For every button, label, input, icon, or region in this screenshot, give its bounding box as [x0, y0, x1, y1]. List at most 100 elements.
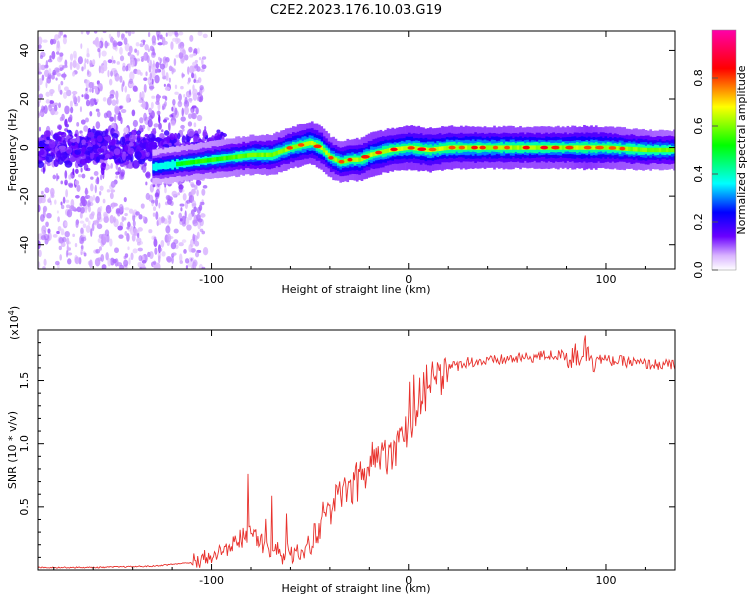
- spectrogram-noise-point: [148, 115, 153, 121]
- spectrogram-noise-point: [54, 34, 60, 41]
- snr-y-tick-label: 0.5: [18, 498, 31, 516]
- spectrogram-noise-point: [144, 172, 151, 178]
- spectrogram-noise-point: [189, 99, 192, 104]
- spectrogram-noise-point: [76, 135, 80, 144]
- spectrogram-noise-point: [135, 211, 140, 216]
- spectrogram-noise-point: [73, 157, 78, 161]
- spectrogram-noise-point: [170, 120, 176, 127]
- spectrogram-noise-point: [40, 64, 46, 71]
- spectrogram-noise-point: [111, 99, 117, 106]
- spectrogram-noise-point: [201, 64, 207, 70]
- spectrogram-noise-point: [132, 220, 136, 227]
- spectrogram-core-cell: [469, 145, 473, 150]
- spectrogram-core-cell: [625, 146, 629, 151]
- spectrogram-noise-point: [83, 62, 87, 70]
- spectrogram-core-cell: [308, 140, 312, 146]
- spectrogram-noise-point: [90, 228, 93, 237]
- spectrogram-noise-point: [56, 210, 59, 214]
- spectrogram-noise-point: [200, 68, 205, 73]
- spectrogram-core-cell: [670, 147, 674, 153]
- colorbar-ticks: 0.0 0.2 0.4 0.6 0.8: [692, 69, 718, 279]
- spectrogram-noise-point: [75, 221, 79, 228]
- spectrogram-noise-point: [106, 110, 112, 118]
- spectrogram-core-cell: [336, 158, 340, 163]
- spectrogram-noise-point: [80, 227, 84, 234]
- spectrogram-core-cell: [265, 152, 269, 158]
- spectrogram-noise-point: [142, 39, 145, 46]
- spectrogram-core-cell: [514, 145, 518, 150]
- spectrogram-noise-point: [164, 101, 167, 107]
- spectrogram-noise-point: [165, 225, 171, 234]
- spectrogram-noise-point: [74, 242, 78, 248]
- spectrogram-core-cell: [256, 152, 260, 158]
- spectrogram-core-cell: [490, 145, 494, 150]
- spectrogram-noise-point: [123, 197, 127, 203]
- spectrogram-core-cell: [658, 147, 662, 153]
- spectrogram-noise-point: [102, 234, 108, 244]
- spectrogram-noise-point: [159, 247, 163, 252]
- spectrogram-noise-point: [158, 56, 161, 61]
- spectrogram-noise-point: [156, 110, 161, 115]
- spectrogram-noise-point: [102, 31, 107, 34]
- spectrogram-noise-point: [73, 97, 77, 103]
- spectrogram-noise-point: [92, 59, 96, 66]
- spectrogram-noise-point: [45, 60, 48, 68]
- spectrogram-noise-point: [111, 67, 117, 73]
- spectrogram-peak: [375, 150, 383, 155]
- spectrogram-core-cell: [294, 144, 298, 149]
- spectrogram-noise-point: [90, 176, 94, 180]
- spectrogram-noise-point: [101, 50, 107, 57]
- spectrogram-noise-point: [74, 256, 80, 265]
- spectrogram-noise-point: [196, 114, 203, 122]
- spectrogram-noise-point: [163, 130, 170, 136]
- colorbar-label: Normalized spectral amplitude: [735, 65, 748, 234]
- spectrogram-noise-point: [124, 207, 130, 211]
- spectrogram-noise-point: [194, 59, 198, 64]
- spectrogram-noise-point: [153, 260, 157, 266]
- spectrogram-core-cell: [258, 152, 262, 158]
- spectrogram-noise-point: [179, 253, 183, 262]
- spectrogram-noise-point: [52, 174, 57, 180]
- spectrogram-noise-point: [97, 48, 101, 53]
- spectrogram-noise-point: [187, 66, 190, 75]
- spectrogram-noise-point: [191, 194, 195, 202]
- spectrogram-y-tick-label: 40: [18, 43, 31, 57]
- spectrogram-core-cell: [415, 146, 418, 151]
- spectrogram-noise-point: [45, 81, 48, 89]
- spectrogram-noise-point: [38, 261, 41, 269]
- spectrogram-core-cell: [509, 145, 513, 150]
- spectrogram-core-cell: [668, 147, 671, 153]
- spectrogram-noise-point: [65, 204, 71, 209]
- spectrogram-noise-point: [132, 213, 136, 222]
- spectrogram-noise-point: [125, 94, 130, 104]
- spectrogram-noise-point: [143, 77, 148, 81]
- spectrogram-noise-point: [60, 201, 63, 206]
- spectrogram-noise-point: [154, 247, 158, 255]
- spectrogram-band-cell: [171, 159, 174, 170]
- spectrogram-core-cell: [351, 157, 354, 162]
- spectrogram-noise-point: [74, 149, 82, 155]
- spectrogram-noise-point: [63, 86, 69, 92]
- spectrogram-core-cell: [535, 145, 539, 150]
- spectrogram-noise-point: [86, 69, 90, 75]
- spectrogram-noise-point: [195, 107, 199, 115]
- spectrogram-core-cell: [327, 152, 331, 158]
- spectrogram-noise-point: [115, 171, 120, 175]
- spectrogram-core-cell: [639, 147, 643, 152]
- spectrogram-band-cell: [157, 163, 160, 170]
- spectrogram-x-axis-label: Height of straight line (km): [281, 283, 430, 296]
- spectrogram-noise-point: [142, 215, 146, 221]
- spectrogram-core-cell: [646, 147, 650, 153]
- spectrogram-core-cell: [436, 146, 440, 152]
- spectrogram-noise-point: [130, 58, 136, 68]
- spectrogram-noise-point: [151, 78, 154, 85]
- spectrogram-noise-point: [192, 88, 198, 97]
- spectrogram-noise-point: [84, 194, 91, 199]
- spectrogram-noise-point: [72, 59, 77, 69]
- spectrogram-noise-point: [49, 92, 54, 97]
- spectrogram-noise-point: [178, 31, 184, 36]
- spectrogram-core-cell: [277, 150, 281, 155]
- spectrogram-noise-point: [65, 199, 70, 203]
- spectrogram-noise-point: [60, 80, 64, 86]
